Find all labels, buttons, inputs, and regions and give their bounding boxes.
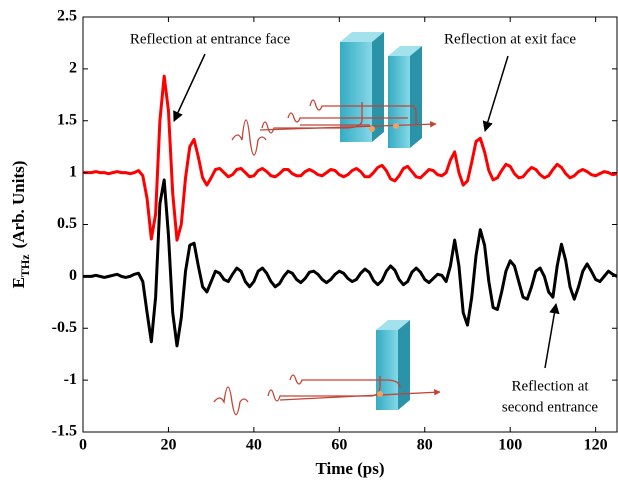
annotation-arrow [173,53,206,122]
x-tick-label: 40 [246,437,262,454]
y-axis-label-sub: THz [18,254,32,277]
y-tick-label: -1.5 [52,423,77,440]
y-tick-label: 0 [69,267,77,284]
annotation: Reflection at exit face [444,31,576,47]
y-tick-label: 1.5 [57,111,77,128]
y-axis-label-rest: (Arb. Units) [9,161,28,249]
annotation-arrow [544,302,560,369]
annotation: Reflection at [511,378,589,394]
y-tick-label: 1 [69,163,77,180]
y-axis-label: ETHz (Arb. Units) [9,161,32,289]
line-series [83,74,618,242]
y-tick-label: -1 [64,371,77,388]
x-tick-label: 60 [331,437,347,454]
inset-one-slab [213,320,441,416]
y-tick-label: 2.5 [57,8,77,25]
plot-area [83,74,618,348]
x-tick-label: 120 [584,437,608,454]
inset-two-slabs [231,32,437,156]
y-tick-label: 0.5 [57,215,77,232]
line-series [83,178,618,348]
x-tick-label: 100 [498,437,522,454]
x-tick-label: 80 [417,437,433,454]
x-axis-label: Time (ps) [315,459,384,478]
y-axis-label-main: E [9,277,28,288]
annotation-arrow [482,55,509,133]
y-tick-label: -0.5 [52,319,77,336]
x-tick-label: 20 [160,437,176,454]
annotation: second entrance [502,399,599,415]
y-tick-label: 2 [69,60,77,77]
x-tick-label: 0 [79,437,87,454]
annotation: Reflection at entrance face [130,31,291,47]
